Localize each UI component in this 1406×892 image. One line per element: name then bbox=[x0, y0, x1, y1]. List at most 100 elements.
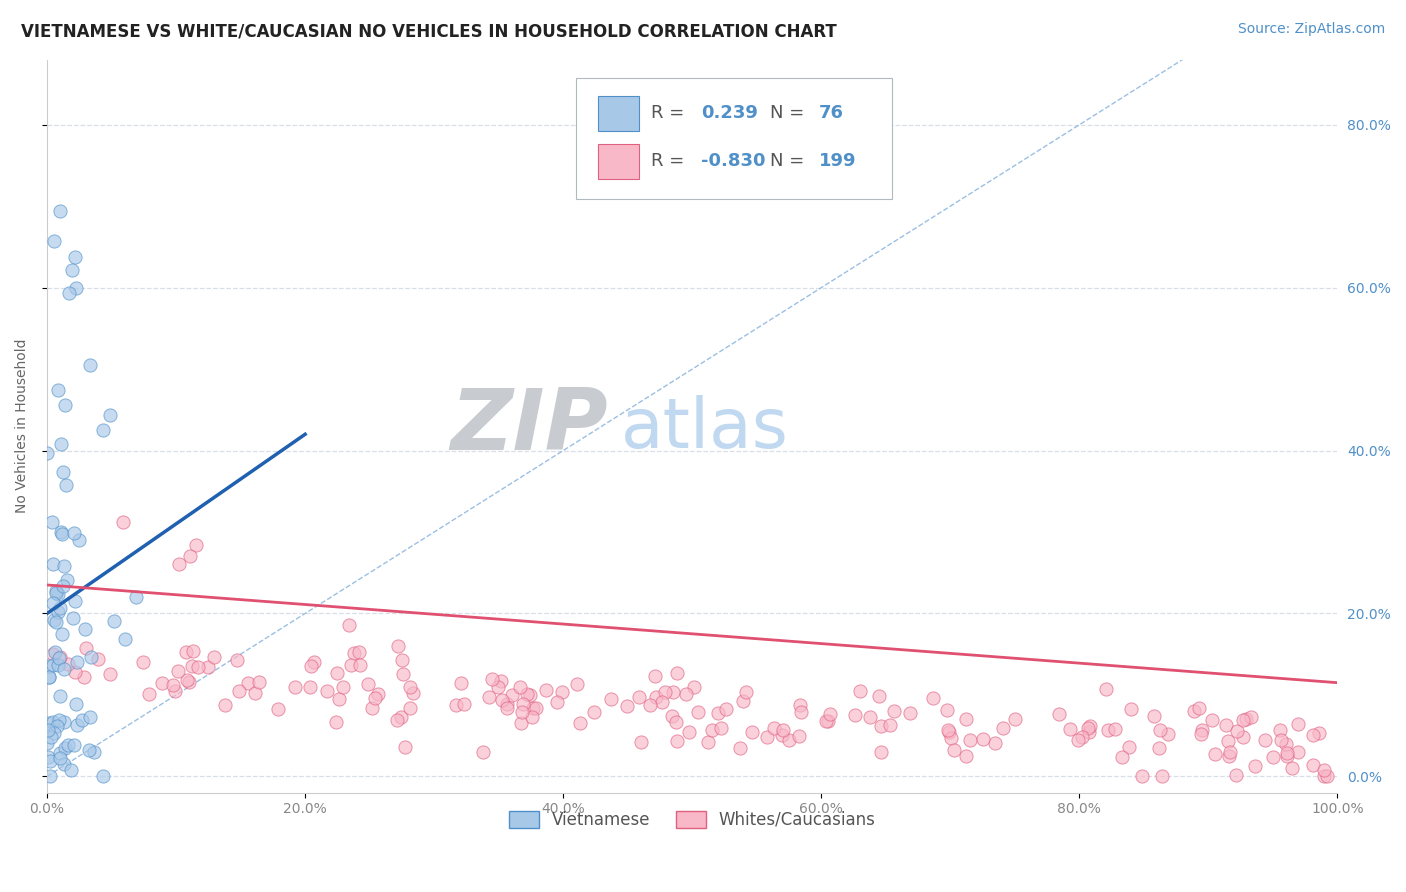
Point bbox=[79, 710, 101, 724]
Point bbox=[315, 684, 337, 698]
Point bbox=[868, 689, 890, 703]
Point bbox=[1286, 745, 1309, 759]
Point bbox=[491, 693, 513, 707]
Point bbox=[65, 697, 87, 711]
Point bbox=[63, 665, 86, 680]
Point bbox=[1078, 725, 1101, 739]
Point bbox=[1189, 727, 1212, 741]
Point bbox=[267, 702, 290, 716]
Point bbox=[236, 676, 259, 690]
Point bbox=[1067, 733, 1090, 747]
Point bbox=[363, 690, 385, 705]
Point bbox=[41, 516, 63, 530]
Point bbox=[678, 725, 700, 739]
Point bbox=[1268, 723, 1291, 738]
FancyBboxPatch shape bbox=[576, 78, 893, 199]
Point bbox=[772, 723, 794, 737]
Point bbox=[340, 657, 363, 672]
Point bbox=[1243, 759, 1265, 773]
Point bbox=[1143, 708, 1166, 723]
Point bbox=[939, 731, 962, 745]
Point bbox=[83, 745, 105, 759]
Point bbox=[360, 700, 382, 714]
Point bbox=[389, 710, 412, 724]
Point bbox=[56, 573, 79, 587]
Point bbox=[534, 683, 557, 698]
Point bbox=[202, 650, 225, 665]
Point bbox=[138, 687, 160, 701]
Point bbox=[41, 647, 63, 661]
Point bbox=[35, 446, 58, 460]
Text: R =: R = bbox=[651, 153, 690, 170]
Point bbox=[1302, 728, 1324, 742]
Point bbox=[666, 666, 689, 681]
Point bbox=[697, 735, 720, 749]
Point bbox=[65, 281, 87, 295]
Point bbox=[49, 746, 72, 760]
Point bbox=[98, 408, 121, 422]
Point bbox=[478, 690, 501, 704]
Point bbox=[733, 694, 755, 708]
Point bbox=[63, 594, 86, 608]
Point bbox=[46, 719, 69, 733]
Point bbox=[898, 706, 921, 720]
Point bbox=[1275, 737, 1298, 751]
Point bbox=[48, 204, 70, 219]
Point bbox=[509, 680, 531, 694]
Point bbox=[328, 692, 350, 706]
Point bbox=[512, 706, 534, 720]
Point bbox=[935, 703, 957, 717]
Point bbox=[150, 676, 173, 690]
Point bbox=[391, 653, 413, 667]
Point bbox=[325, 714, 347, 729]
Point bbox=[790, 705, 813, 719]
Point bbox=[46, 606, 69, 620]
Point bbox=[755, 730, 778, 744]
Point bbox=[763, 721, 786, 735]
Text: N =: N = bbox=[769, 104, 810, 122]
Point bbox=[38, 715, 60, 730]
Point bbox=[640, 698, 662, 712]
Text: VIETNAMESE VS WHITE/CAUCASIAN NO VEHICLES IN HOUSEHOLD CORRELATION CHART: VIETNAMESE VS WHITE/CAUCASIAN NO VEHICLE… bbox=[21, 22, 837, 40]
Bar bbox=[598, 95, 640, 131]
Point bbox=[883, 705, 905, 719]
Point bbox=[496, 698, 519, 712]
Point bbox=[568, 715, 591, 730]
Point bbox=[714, 702, 737, 716]
Point bbox=[63, 250, 86, 264]
Point bbox=[337, 618, 360, 632]
Point bbox=[45, 615, 67, 629]
Point bbox=[392, 667, 415, 681]
Point bbox=[399, 680, 422, 694]
Point bbox=[1286, 717, 1309, 731]
Point bbox=[197, 660, 219, 674]
Point bbox=[179, 549, 201, 563]
Point bbox=[37, 723, 59, 737]
Point bbox=[1281, 761, 1303, 775]
Point bbox=[39, 769, 62, 783]
Point bbox=[489, 673, 512, 688]
Point bbox=[666, 734, 689, 748]
Point bbox=[46, 586, 69, 600]
Point bbox=[644, 669, 666, 683]
Point bbox=[52, 466, 75, 480]
Point bbox=[226, 653, 249, 667]
Legend: Vietnamese, Whites/Caucasians: Vietnamese, Whites/Caucasians bbox=[502, 804, 883, 836]
Point bbox=[1275, 746, 1298, 760]
Point bbox=[1118, 740, 1140, 755]
Point bbox=[1059, 723, 1081, 737]
Point bbox=[53, 558, 76, 573]
Point bbox=[37, 750, 59, 764]
Point bbox=[75, 641, 97, 656]
Point bbox=[42, 714, 65, 729]
Point bbox=[1316, 769, 1339, 783]
Point bbox=[55, 478, 77, 492]
Point bbox=[787, 729, 810, 743]
Point bbox=[38, 754, 60, 768]
Point bbox=[728, 741, 751, 756]
Point bbox=[1104, 723, 1126, 737]
Point bbox=[38, 670, 60, 684]
Point bbox=[1191, 723, 1213, 737]
Point bbox=[169, 557, 191, 571]
Point bbox=[1232, 713, 1254, 727]
